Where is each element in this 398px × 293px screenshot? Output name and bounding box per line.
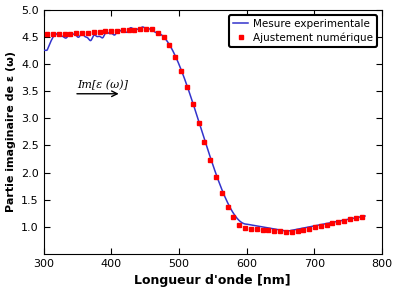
Ajustement numérique bbox=[80, 31, 84, 35]
Line: Mesure experimentale: Mesure experimentale bbox=[44, 27, 365, 231]
Mesure experimentale bbox=[140, 25, 145, 29]
Ajustement numérique bbox=[150, 27, 154, 30]
Mesure experimentale bbox=[187, 91, 192, 95]
Ajustement numérique bbox=[103, 30, 108, 33]
Ajustement numérique bbox=[353, 216, 358, 220]
Text: Im[ε (ω)]: Im[ε (ω)] bbox=[78, 80, 129, 90]
Line: Ajustement numérique: Ajustement numérique bbox=[45, 27, 363, 234]
Ajustement numérique bbox=[289, 230, 294, 234]
Y-axis label: Partie imaginaire de ε (ω): Partie imaginaire de ε (ω) bbox=[6, 51, 16, 212]
Mesure experimentale bbox=[231, 212, 236, 215]
Ajustement numérique bbox=[167, 44, 172, 47]
Mesure experimentale bbox=[256, 224, 261, 228]
Legend: Mesure experimentale, Ajustement numérique: Mesure experimentale, Ajustement numériq… bbox=[228, 15, 377, 47]
Ajustement numérique bbox=[336, 220, 341, 224]
Mesure experimentale bbox=[285, 229, 290, 233]
Ajustement numérique bbox=[121, 29, 125, 32]
Mesure experimentale bbox=[284, 229, 289, 233]
Mesure experimentale bbox=[41, 49, 46, 52]
Ajustement numérique bbox=[359, 215, 364, 219]
Mesure experimentale bbox=[98, 35, 103, 39]
Mesure experimentale bbox=[124, 30, 129, 34]
Mesure experimentale bbox=[363, 214, 367, 218]
X-axis label: Longueur d'onde [nm]: Longueur d'onde [nm] bbox=[135, 275, 291, 287]
Ajustement numérique bbox=[45, 32, 49, 36]
